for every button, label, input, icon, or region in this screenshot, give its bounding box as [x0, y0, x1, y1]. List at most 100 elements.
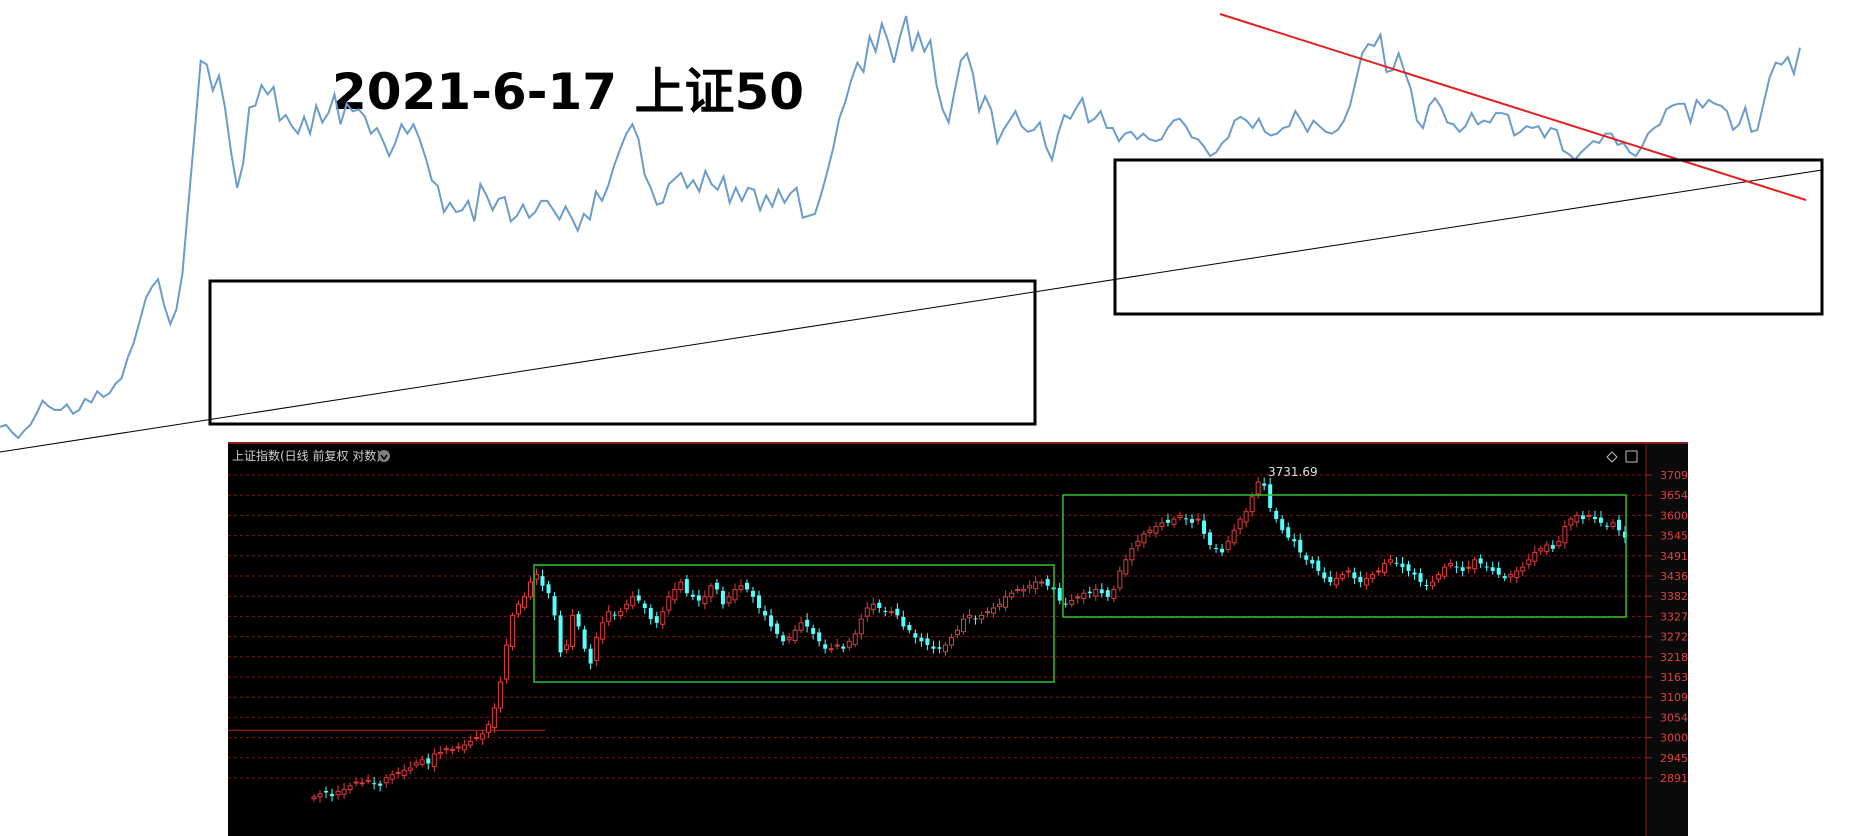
- candle-body: [1616, 519, 1621, 531]
- consolidation-box-2: [1113, 158, 1824, 316]
- diamond-icon[interactable]: [1606, 451, 1618, 463]
- candle-body: [919, 637, 924, 642]
- candle-body: [834, 644, 840, 647]
- candle-body: [948, 637, 954, 646]
- candle-body: [359, 782, 365, 785]
- price-tick-label: 3600: [1660, 509, 1688, 522]
- candle-body: [1045, 579, 1050, 586]
- price-tick-label: 2945: [1660, 752, 1688, 765]
- candle-body: [828, 648, 834, 651]
- candle-body: [877, 602, 882, 608]
- candle-body: [805, 619, 810, 627]
- candle-body: [792, 629, 798, 642]
- candle-body: [1255, 481, 1261, 495]
- line-chart-panel: [0, 13, 1824, 453]
- candle-body: [467, 740, 473, 746]
- candle-body: [781, 635, 786, 642]
- panel-toggle-icon[interactable]: [1625, 450, 1638, 463]
- candle-body: [1280, 519, 1285, 531]
- candle-body: [979, 614, 985, 620]
- candle-body: [985, 611, 991, 614]
- candle-body: [1538, 548, 1544, 552]
- candle-body: [823, 644, 828, 649]
- candle-body: [1544, 544, 1550, 553]
- candle-body: [1424, 585, 1429, 587]
- price-tick-label: 2891: [1660, 772, 1688, 785]
- price-tick-label: 3109: [1660, 691, 1688, 704]
- candle-body: [1502, 576, 1507, 579]
- price-axis-ticks: 3709 3654 3600 3545 3491 3436 3382 3327 3272 3218…: [1646, 469, 1688, 785]
- candle-body: [786, 637, 792, 641]
- header-dropdown-icon[interactable]: [378, 450, 390, 462]
- candle-body: [1406, 564, 1411, 571]
- candle-body: [1418, 573, 1423, 583]
- candle-body: [678, 581, 684, 590]
- candle-body: [726, 596, 732, 604]
- candle-body: [775, 623, 780, 634]
- candle-body: [1117, 570, 1123, 589]
- consolidation-boxes-green: [533, 494, 1627, 683]
- descending-trendline: [1219, 13, 1807, 201]
- candle-body: [1381, 563, 1387, 573]
- candle-body: [540, 576, 545, 586]
- candle-body: [1623, 531, 1627, 538]
- price-tick-label: 3272: [1660, 631, 1688, 644]
- candle-body: [330, 793, 335, 797]
- candle-body: [642, 603, 647, 608]
- candle-body: [600, 622, 606, 640]
- candle-body: [1466, 566, 1472, 569]
- candle-body: [672, 588, 678, 601]
- candle-body: [1562, 525, 1568, 544]
- candle-body: [594, 637, 600, 662]
- candlestick-background: [228, 440, 1688, 836]
- candle-body: [419, 759, 425, 765]
- candle-body: [455, 746, 461, 749]
- candle-body: [534, 574, 540, 580]
- price-tick-label: 3382: [1660, 590, 1688, 603]
- candle-body: [738, 585, 744, 590]
- candle-body: [1027, 585, 1033, 589]
- chart-title: 2021-6-17 上证50: [332, 63, 805, 121]
- candle-body: [846, 640, 852, 648]
- candle-body: [1375, 570, 1381, 573]
- price-tick-label: 3054: [1660, 711, 1688, 724]
- high-price-label: 3731.69: [1268, 465, 1318, 479]
- candle-body: [503, 644, 509, 680]
- candle-body: [1550, 545, 1555, 549]
- candle-body: [1003, 596, 1009, 608]
- candle-body: [1394, 562, 1399, 564]
- candle-body: [317, 793, 323, 798]
- header-dropdown-chevron-icon: [380, 454, 388, 461]
- candle-body: [636, 595, 641, 601]
- candle-body: [925, 638, 930, 646]
- candle-body: [1526, 559, 1532, 565]
- candle-body: [353, 781, 359, 784]
- candle-body: [751, 590, 756, 597]
- ascending-trendline: [0, 169, 1823, 453]
- green-box-2: [1062, 494, 1627, 618]
- candle-body: [1141, 533, 1147, 544]
- candle-body: [1448, 563, 1454, 567]
- candle-body: [485, 724, 491, 733]
- candle-body: [546, 584, 551, 594]
- candle-body: [763, 610, 768, 616]
- candle-body: [1237, 518, 1243, 530]
- candle-body: [437, 751, 443, 755]
- candle-body: [1190, 519, 1195, 523]
- series-line-sz50: [0, 15, 1801, 440]
- candle-body: [1165, 519, 1170, 523]
- candle-body: [1075, 596, 1081, 599]
- candle-body: [347, 785, 353, 790]
- candle-body: [817, 632, 822, 642]
- candle-body: [1286, 527, 1291, 538]
- candle-body: [324, 790, 329, 793]
- price-tick-label: 3000: [1660, 732, 1688, 745]
- candle-body: [883, 610, 888, 612]
- candle-body: [1310, 559, 1315, 564]
- candle-body: [389, 774, 395, 780]
- candle-body: [1069, 600, 1075, 605]
- candle-body: [1243, 511, 1249, 523]
- candle-body: [509, 614, 515, 648]
- candle-body: [588, 648, 593, 664]
